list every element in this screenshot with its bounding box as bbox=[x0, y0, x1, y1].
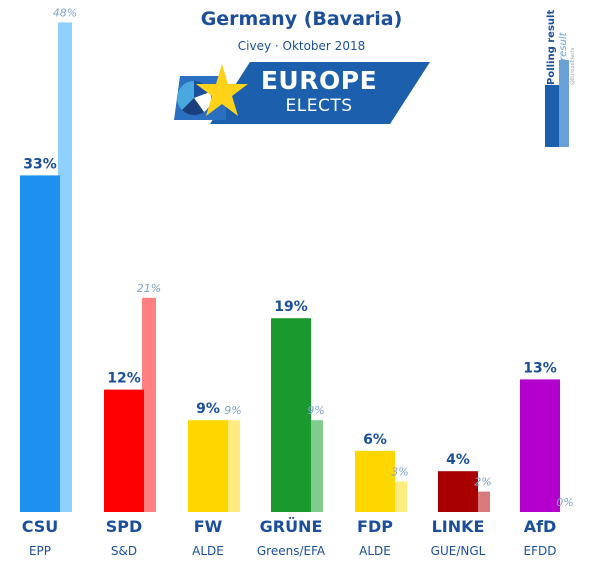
legend-swatch-polling bbox=[545, 85, 559, 147]
bar-last-spd bbox=[142, 297, 156, 512]
label-last-grne: 9% bbox=[307, 404, 324, 417]
bar-last-grne bbox=[309, 420, 323, 512]
bar-poll-fdp bbox=[355, 450, 395, 512]
label-last-afd: 0% bbox=[556, 496, 573, 509]
label-last-csu: 48% bbox=[53, 6, 77, 19]
bar-last-csu bbox=[58, 22, 72, 513]
label-last-linke: 2% bbox=[474, 476, 491, 489]
logo-text-elects: ELECTS bbox=[285, 96, 353, 116]
label-poll-linke: 4% bbox=[446, 452, 470, 468]
bar-poll-linke bbox=[438, 471, 478, 512]
label-poll-csu: 33% bbox=[23, 156, 57, 172]
label-poll-fdp: 6% bbox=[363, 432, 387, 448]
label-poll-afd: 13% bbox=[523, 360, 557, 376]
label-last-spd: 21% bbox=[137, 282, 161, 295]
bar-last-fdp bbox=[393, 481, 407, 512]
bar-poll-spd bbox=[104, 389, 144, 512]
bar-poll-fw bbox=[188, 420, 228, 512]
legend-swatch-last bbox=[559, 60, 569, 147]
label-poll-grne: 19% bbox=[274, 299, 308, 315]
label-last-fw: 9% bbox=[224, 404, 241, 417]
logo-text-europe: EUROPE bbox=[260, 66, 378, 95]
chart-subtitle: Civey · Oktober 2018 bbox=[237, 39, 366, 53]
bar-last-linke bbox=[476, 491, 490, 512]
chart-title: Germany (Bavaria) bbox=[200, 8, 403, 30]
europe-elects-logo bbox=[174, 62, 430, 124]
bar-poll-afd bbox=[520, 379, 560, 512]
label-poll-spd: 12% bbox=[107, 371, 141, 387]
bar-last-fw bbox=[226, 420, 240, 512]
label-poll-fw: 9% bbox=[196, 401, 220, 417]
bar-poll-csu bbox=[20, 175, 60, 512]
legend bbox=[545, 60, 569, 147]
label-last-fdp: 3% bbox=[391, 465, 408, 478]
bar-poll-grne bbox=[271, 318, 311, 512]
